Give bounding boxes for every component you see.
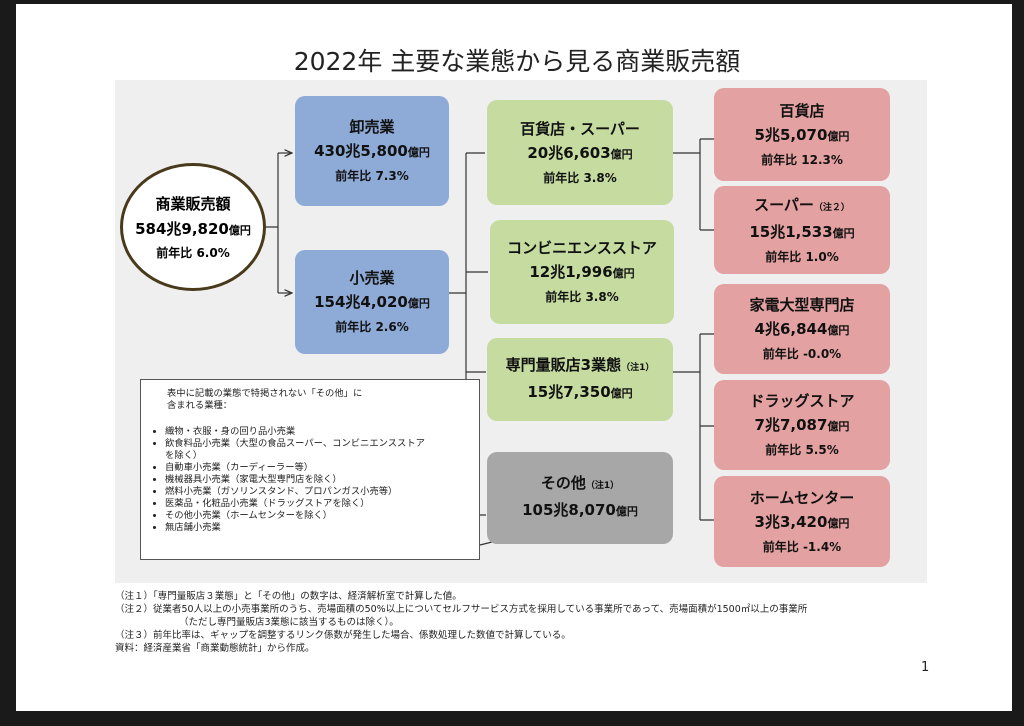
- other-note-intro: 表中に記載の業態で特掲されない「その他」に 含まれる業種：: [167, 388, 363, 411]
- retail-label: 小売業: [349, 269, 395, 287]
- department-store-box: 百貨店 5兆5,070億円 前年比 12.3%: [714, 88, 890, 181]
- home-center-label: ホームセンター: [749, 488, 855, 507]
- dept-super-box: 百貨店・スーパー 20兆6,603億円 前年比 3.8%: [487, 100, 673, 205]
- list-item: を除く）: [165, 450, 203, 461]
- specialty-label: 専門量販店3業態（注1）: [505, 355, 655, 374]
- department-store-amount: 5兆5,070億円: [754, 125, 850, 144]
- list-item: その他小売業（ホームセンターを除く）: [165, 510, 469, 522]
- other-note-list: 織物・衣服・身の回り品小売業 飲食料品小売業（大型の食品スーパー、コンビニエンス…: [151, 426, 469, 534]
- specialty-box: 専門量販店3業態（注1） 15兆7,350億円: [487, 338, 673, 421]
- supermarket-amount: 15兆1,533億円: [749, 222, 855, 241]
- electronics-store-yoy: 前年比 -0.0%: [762, 347, 842, 361]
- page-title: 2022年 主要な業態から見る商業販売額: [293, 47, 741, 76]
- total-sales-amount: 584兆9,820億円: [135, 220, 251, 238]
- dept-super-amount: 20兆6,603億円: [527, 143, 633, 162]
- footnote-1: （注１）「専門量販店３業態」と「その他」の数字は、経済解析室で計算した値。: [115, 591, 462, 602]
- list-item: 燃料小売業（ガソリンスタンド、プロパンガス小売等）: [165, 486, 469, 498]
- supermarket-label: スーパー（注２）: [754, 195, 850, 214]
- note1-marker: （注1）: [585, 481, 620, 491]
- wholesale-label: 卸売業: [349, 118, 395, 136]
- retail-yoy: 前年比 2.6%: [335, 320, 409, 334]
- department-store-yoy: 前年比 12.3%: [761, 152, 843, 167]
- footnote-2-continued: （ただし専門量販店3業態に該当するものは除く）。: [179, 617, 399, 628]
- wholesale-box: 卸売業 430兆5,800億円 前年比 7.3%: [295, 96, 449, 206]
- list-item: 機械器具小売業（家電大型専門店を除く）: [165, 474, 469, 486]
- other-label: その他（注1）: [540, 474, 620, 492]
- drugstore-amount: 7兆7,087億円: [754, 416, 850, 434]
- home-center-yoy: 前年比 -1.4%: [762, 539, 842, 554]
- other-box: その他（注1） 105兆8,070億円: [487, 452, 673, 544]
- wholesale-yoy: 前年比 7.3%: [335, 169, 409, 183]
- home-center-box: ホームセンター 3兆3,420億円 前年比 -1.4%: [714, 476, 890, 567]
- footnotes: （注１）「専門量販店３業態」と「その他」の数字は、経済解析室で計算した値。 （注…: [115, 590, 807, 655]
- total-sales-yoy: 前年比 6.0%: [156, 246, 230, 260]
- wholesale-amount: 430兆5,800億円: [314, 142, 430, 160]
- convenience-box: コンビニエンスストア 12兆1,996億円 前年比 3.8%: [490, 220, 674, 324]
- convenience-label: コンビニエンスストア: [507, 239, 657, 257]
- list-item: 自動車小売業（カーディーラー等）: [165, 462, 469, 474]
- other-amount: 105兆8,070億円: [522, 501, 638, 519]
- list-item: 飲食料品小売業（大型の食品スーパー、コンビニエンスストア: [165, 438, 469, 450]
- retail-box: 小売業 154兆4,020億円 前年比 2.6%: [295, 250, 449, 354]
- note1-marker: （注1）: [621, 362, 655, 373]
- footnote-3: （注３）前年比率は、ギャップを調整するリンク係数が発生した場合、係数処理した数値…: [115, 630, 571, 641]
- supermarket-box: スーパー（注２） 15兆1,533億円 前年比 1.0%: [714, 186, 890, 274]
- drugstore-label: ドラッグストア: [749, 392, 855, 410]
- retail-amount: 154兆4,020億円: [314, 293, 430, 311]
- specialty-amount: 15兆7,350億円: [527, 382, 633, 401]
- other-category-note: 表中に記載の業態で特掲されない「その他」に 含まれる業種： 織物・衣服・身の回り…: [140, 379, 480, 560]
- list-item: 無店舗小売業: [165, 522, 469, 534]
- footnote-2: （注２）従業者50人以上の小売事業所のうち、売場面積の50%以上についてセルフサ…: [115, 604, 808, 615]
- supermarket-yoy: 前年比 1.0%: [765, 249, 839, 264]
- electronics-store-label: 家電大型専門店: [749, 296, 855, 314]
- total-sales-circle: 商業販売額 584兆9,820億円 前年比 6.0%: [120, 163, 266, 291]
- source-note: 資料：経済産業省「商業動態統計」から作成。: [115, 643, 315, 654]
- drugstore-yoy: 前年比 5.5%: [765, 443, 839, 457]
- list-item: 織物・衣服・身の回り品小売業: [165, 426, 469, 438]
- electronics-store-amount: 4兆6,844億円: [754, 320, 850, 338]
- convenience-amount: 12兆1,996億円: [529, 263, 635, 281]
- electronics-store-box: 家電大型専門店 4兆6,844億円 前年比 -0.0%: [714, 284, 890, 374]
- dept-super-yoy: 前年比 3.8%: [543, 170, 617, 185]
- note2-marker: （注２）: [813, 202, 850, 213]
- convenience-yoy: 前年比 3.8%: [545, 290, 619, 304]
- drugstore-box: ドラッグストア 7兆7,087億円 前年比 5.5%: [714, 380, 890, 470]
- home-center-amount: 3兆3,420億円: [754, 512, 850, 531]
- total-sales-label: 商業販売額: [155, 195, 231, 213]
- department-store-label: 百貨店: [779, 101, 825, 120]
- dept-super-label: 百貨店・スーパー: [520, 119, 640, 138]
- list-item: 医薬品・化粧品小売業（ドラッグストアを除く）: [165, 498, 469, 510]
- page-number: 1: [921, 660, 930, 675]
